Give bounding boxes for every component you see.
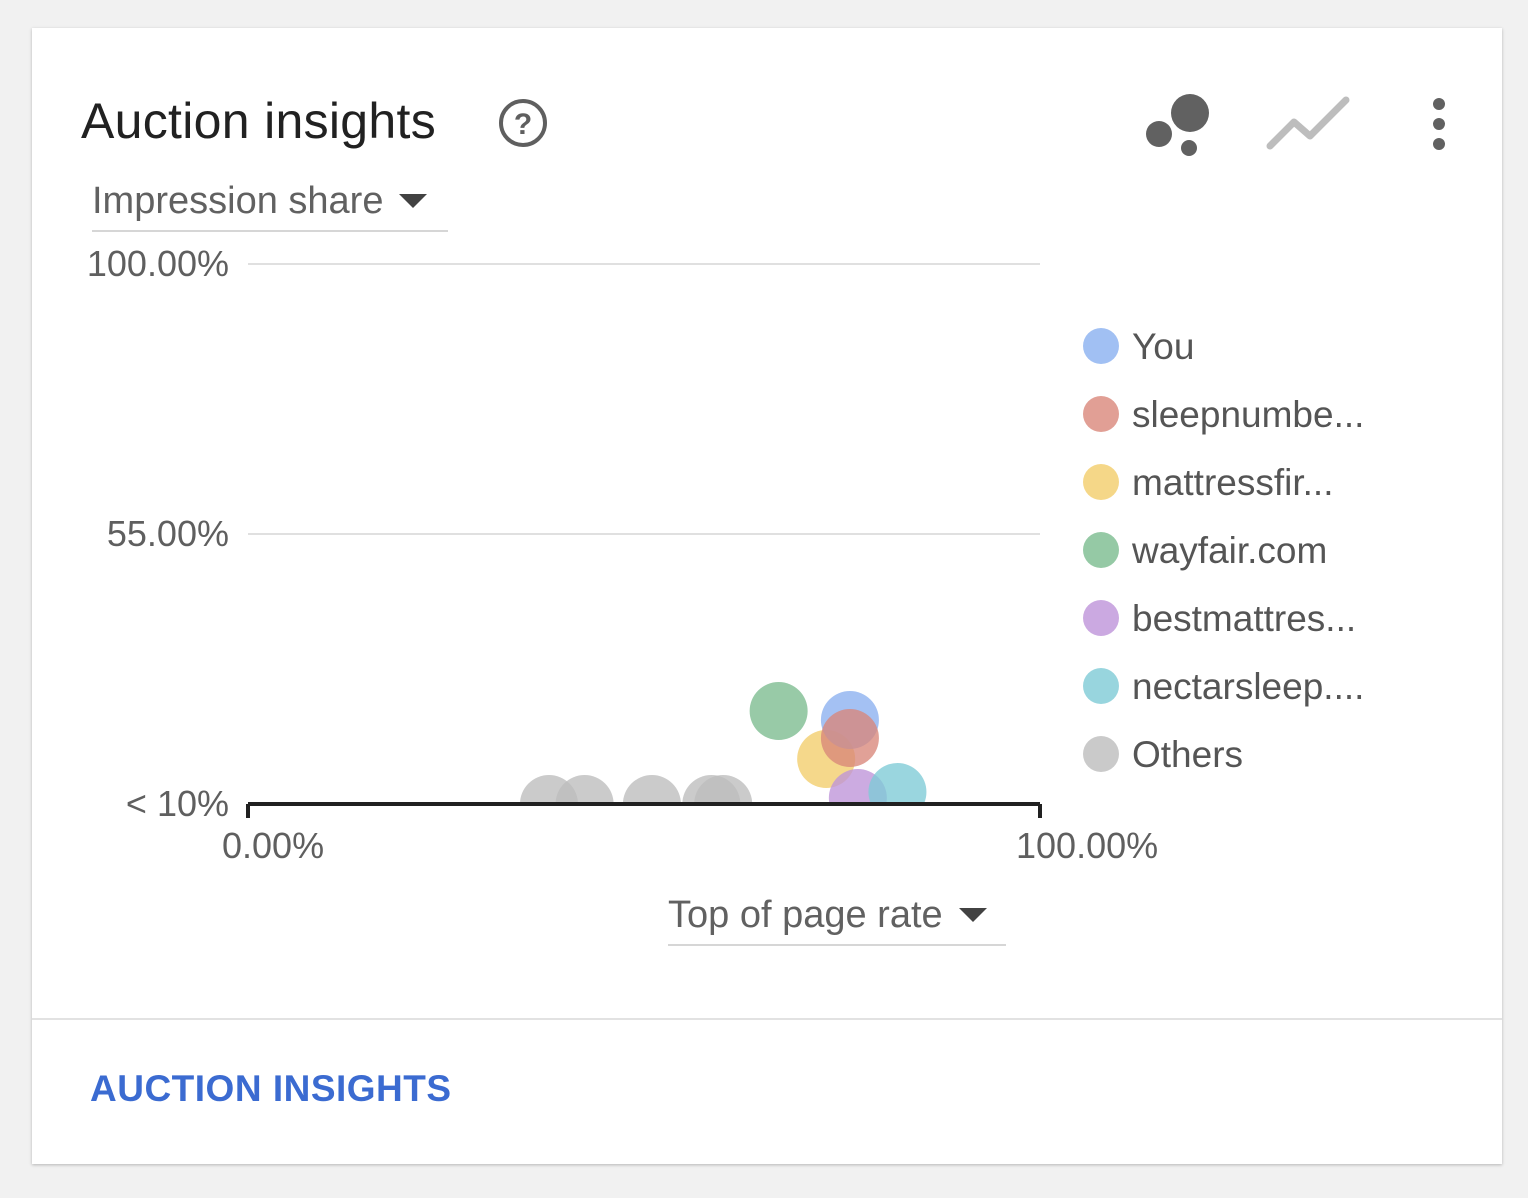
y-tick-label: 55.00% [107, 513, 229, 554]
line-chart-icon[interactable] [1266, 90, 1350, 152]
points-group [519, 682, 927, 804]
footer-divider [32, 1018, 1502, 1020]
data-point [694, 775, 753, 804]
bubble-chart-icon[interactable] [1142, 88, 1214, 160]
legend-label: Others [1132, 734, 1243, 775]
legend-swatch [1083, 600, 1119, 636]
x-tick-label: 100.00% [1016, 825, 1158, 866]
data-point [749, 682, 808, 740]
data-point [622, 775, 681, 804]
xaxis-dropdown-label: Top of page rate [668, 894, 943, 936]
legend-label: nectarsleep.... [1132, 666, 1364, 707]
legend-swatch [1083, 396, 1119, 432]
legend-label: You [1132, 326, 1194, 367]
scatter-chart: 100.00% 55.00% < 10%0.00% 100.00% You sleepnu… [87, 243, 1365, 866]
auction-insights-link[interactable]: AUCTION INSIGHTS [90, 1068, 452, 1109]
data-point [555, 775, 614, 804]
legend-swatch [1083, 328, 1119, 364]
xaxis-metric-dropdown[interactable]: Top of page rate [668, 894, 1006, 946]
legend-swatch [1083, 464, 1119, 500]
dropdown-arrow-icon [958, 908, 987, 922]
data-point [820, 709, 879, 767]
y-tick-label: 100.00% [87, 243, 229, 284]
svg-text:?: ? [514, 108, 532, 141]
legend-swatch [1083, 736, 1119, 772]
help-circle-icon[interactable]: ? [496, 96, 550, 150]
legend-label: sleepnumbe... [1132, 394, 1364, 435]
legend-label: mattressfir... [1132, 462, 1333, 503]
card-title: Auction insights [81, 93, 436, 149]
metric-dropdown[interactable]: Impression share [92, 180, 448, 232]
legend-swatch [1083, 668, 1119, 704]
auction-insights-card: Auction insights ? Impression share 100.… [32, 28, 1502, 1164]
legend-swatch [1083, 532, 1119, 568]
x-tick-label: 0.00% [222, 825, 324, 866]
legend-label: wayfair.com [1131, 530, 1327, 571]
legend-label: bestmattres... [1132, 598, 1356, 639]
data-point [868, 763, 927, 804]
dropdown-arrow-icon [399, 194, 428, 208]
metric-dropdown-label: Impression share [92, 180, 384, 222]
more-vert-icon[interactable] [1424, 96, 1454, 152]
y-tick-label: < 10% [126, 783, 229, 824]
